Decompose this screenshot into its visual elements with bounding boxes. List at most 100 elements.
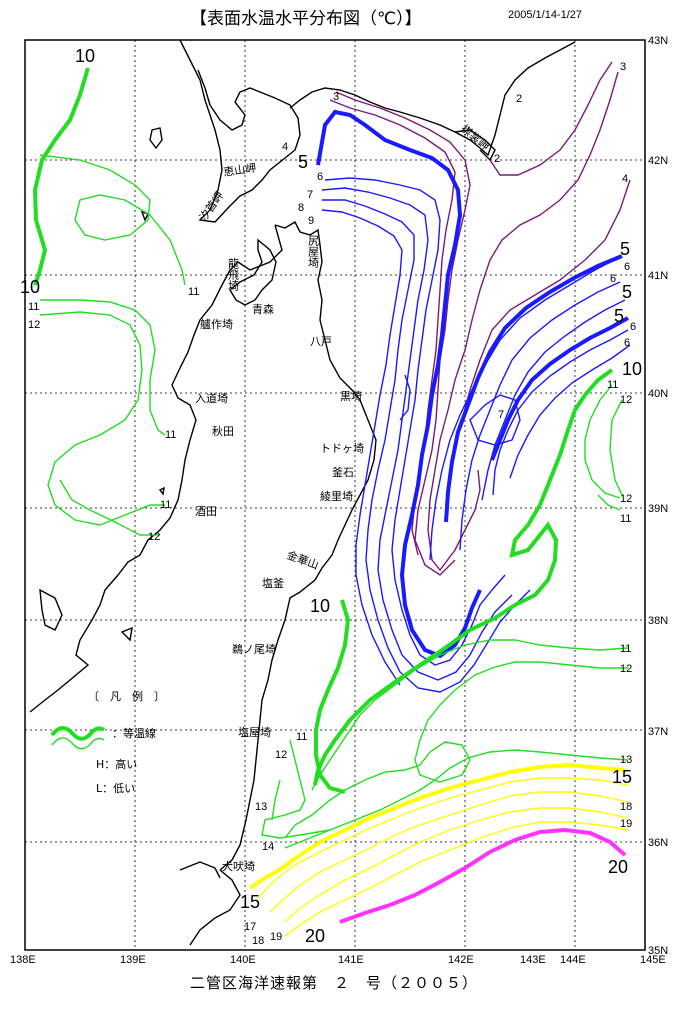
- label-18-w: 18: [252, 935, 264, 947]
- lat-tick-38: 38N: [648, 615, 668, 627]
- label-12-e2: 12: [620, 493, 632, 505]
- label-13-e: 13: [620, 754, 632, 766]
- island-okushiri: [149, 127, 163, 150]
- lat-tick-36: 36N: [648, 837, 668, 849]
- label-5-e2: 5: [622, 282, 632, 302]
- lon-tick-143: 143E: [520, 954, 546, 966]
- coast-shimokita: [219, 221, 377, 871]
- lon-tick-145: 145E: [640, 954, 666, 966]
- place-ryori: 綾里埼: [320, 489, 353, 503]
- lon-tick-144: 144E: [560, 954, 586, 966]
- place-hachinohe: 八戸: [310, 335, 332, 348]
- legend-high-label: H：高い: [96, 757, 137, 771]
- lon-tick-142: 142E: [448, 954, 474, 966]
- label-20-w: 20: [305, 926, 325, 946]
- isotherm-15-bold: [248, 762, 626, 890]
- place-shioya: 塩屋埼: [238, 725, 271, 739]
- place-shiogama: 塩釜: [262, 576, 284, 590]
- label-17-w: 17: [244, 921, 256, 933]
- lat-tick-42: 42N: [648, 155, 668, 167]
- label-6-e1: 6: [624, 261, 630, 273]
- label-15-w: 15: [240, 892, 260, 912]
- lat-tick-39: 39N: [648, 503, 668, 515]
- label-11-e2: 11: [620, 513, 631, 525]
- isotherm-10-bold: [32, 67, 614, 794]
- label-3-nw: 3: [333, 91, 339, 103]
- lat-tick-35: 35N: [648, 945, 668, 957]
- lon-tick-140: 140E: [230, 954, 256, 966]
- legend-isotherm-sample-thin: [51, 737, 105, 750]
- label-10-w: 10: [20, 277, 40, 297]
- island-sea: [140, 210, 149, 222]
- isotherms-mild: [39, 154, 629, 849]
- label-3-ne: 3: [620, 61, 626, 73]
- label-12-e: 12: [620, 394, 632, 406]
- legend: 〔 凡 例 〕 ：等温線 H：高い L：低い: [50, 689, 165, 795]
- place-kuroshima: 黒埼: [340, 389, 362, 403]
- date-range: 2005/1/14-1/27: [508, 9, 583, 21]
- label-14-s: 14: [262, 841, 274, 853]
- place-inubo: 犬吠埼: [222, 859, 255, 873]
- isotherms-cool: [321, 177, 631, 693]
- label-11-nw: 11: [188, 286, 199, 298]
- label-20-e: 20: [608, 857, 628, 877]
- place-unoo: 鵜ノ尾埼: [232, 642, 276, 656]
- isotherms-warm: [257, 777, 629, 937]
- label-6-e3: 6: [630, 321, 636, 333]
- label-5-e1: 5: [620, 239, 630, 259]
- coast-honshu-west: [29, 224, 283, 713]
- place-sakata: 酒田: [195, 505, 217, 518]
- label-19-e: 19: [620, 818, 632, 830]
- place-todoga: トドヶ埼: [320, 441, 364, 455]
- label-5-w: 5: [298, 152, 308, 172]
- isotherm-labels: 3 2 3 2 4 4 5 6 7 8 9 5 6 6 5 5 6 6 7 10…: [20, 46, 642, 947]
- label-19-w: 19: [270, 931, 282, 943]
- label-11-sw: 11: [160, 499, 171, 511]
- place-akita: 秋田: [212, 424, 234, 438]
- label-6-e1b: 6: [610, 273, 616, 285]
- label-11-w: 11: [28, 301, 39, 313]
- island-tobishima: [158, 486, 165, 496]
- map-frame: [24, 39, 646, 951]
- label-8-w: 8: [298, 202, 304, 214]
- place-kamaishi: 釜石: [332, 465, 354, 479]
- coast-kanto: [179, 861, 221, 879]
- label-7-mid: 7: [498, 409, 504, 421]
- label-11-e: 11: [607, 379, 618, 391]
- island-sado: [39, 588, 63, 631]
- map-title: 【表面水温水平分布図（℃）】: [190, 9, 422, 29]
- lon-tick-139: 139E: [120, 954, 146, 966]
- label-6-w: 6: [317, 171, 323, 183]
- label-12-w: 12: [28, 319, 40, 331]
- label-13-s: 13: [255, 801, 267, 813]
- legend-isotherm-label: ：等温線: [112, 726, 156, 740]
- lat-tick-37: 37N: [648, 726, 668, 738]
- place-nyudo: 入道埼: [195, 391, 228, 405]
- place-kinkazan: 金華山: [285, 548, 321, 572]
- coast-erimo: [454, 129, 496, 162]
- isotherm-20-bold: [339, 827, 627, 924]
- place-erimo: 襟裳岬: [458, 122, 492, 154]
- place-shiokubi: 汐首岬: [196, 189, 226, 224]
- legend-title: 〔 凡 例 〕: [88, 689, 165, 703]
- label-12-sw: 12: [148, 531, 160, 543]
- coast-mutsu-bay: [229, 238, 277, 306]
- lat-tick-40: 40N: [648, 388, 668, 400]
- label-4-w: 4: [282, 141, 288, 153]
- place-shiriya: 尻屋埼: [307, 235, 320, 268]
- label-2-erimo: 2: [494, 153, 500, 165]
- coast-boso: [189, 869, 241, 946]
- label-4-ne: 4: [622, 173, 628, 185]
- place-aomori: 青森: [252, 302, 274, 316]
- label-6-e4: 6: [624, 337, 630, 349]
- label-9-w: 9: [308, 215, 314, 227]
- legend-low-label: L：低い: [96, 782, 135, 795]
- label-11-cw: 11: [165, 429, 176, 441]
- label-2: 2: [516, 93, 522, 105]
- lat-tick-43: 43N: [648, 35, 668, 47]
- place-henashi: 艫作埼: [200, 317, 233, 331]
- lon-tick-141: 141E: [338, 954, 364, 966]
- footer-caption: 二管区海洋速報第 ２ 号（２００５）: [190, 974, 479, 992]
- label-10-s: 10: [310, 596, 330, 616]
- lat-tick-41: 41N: [648, 270, 668, 282]
